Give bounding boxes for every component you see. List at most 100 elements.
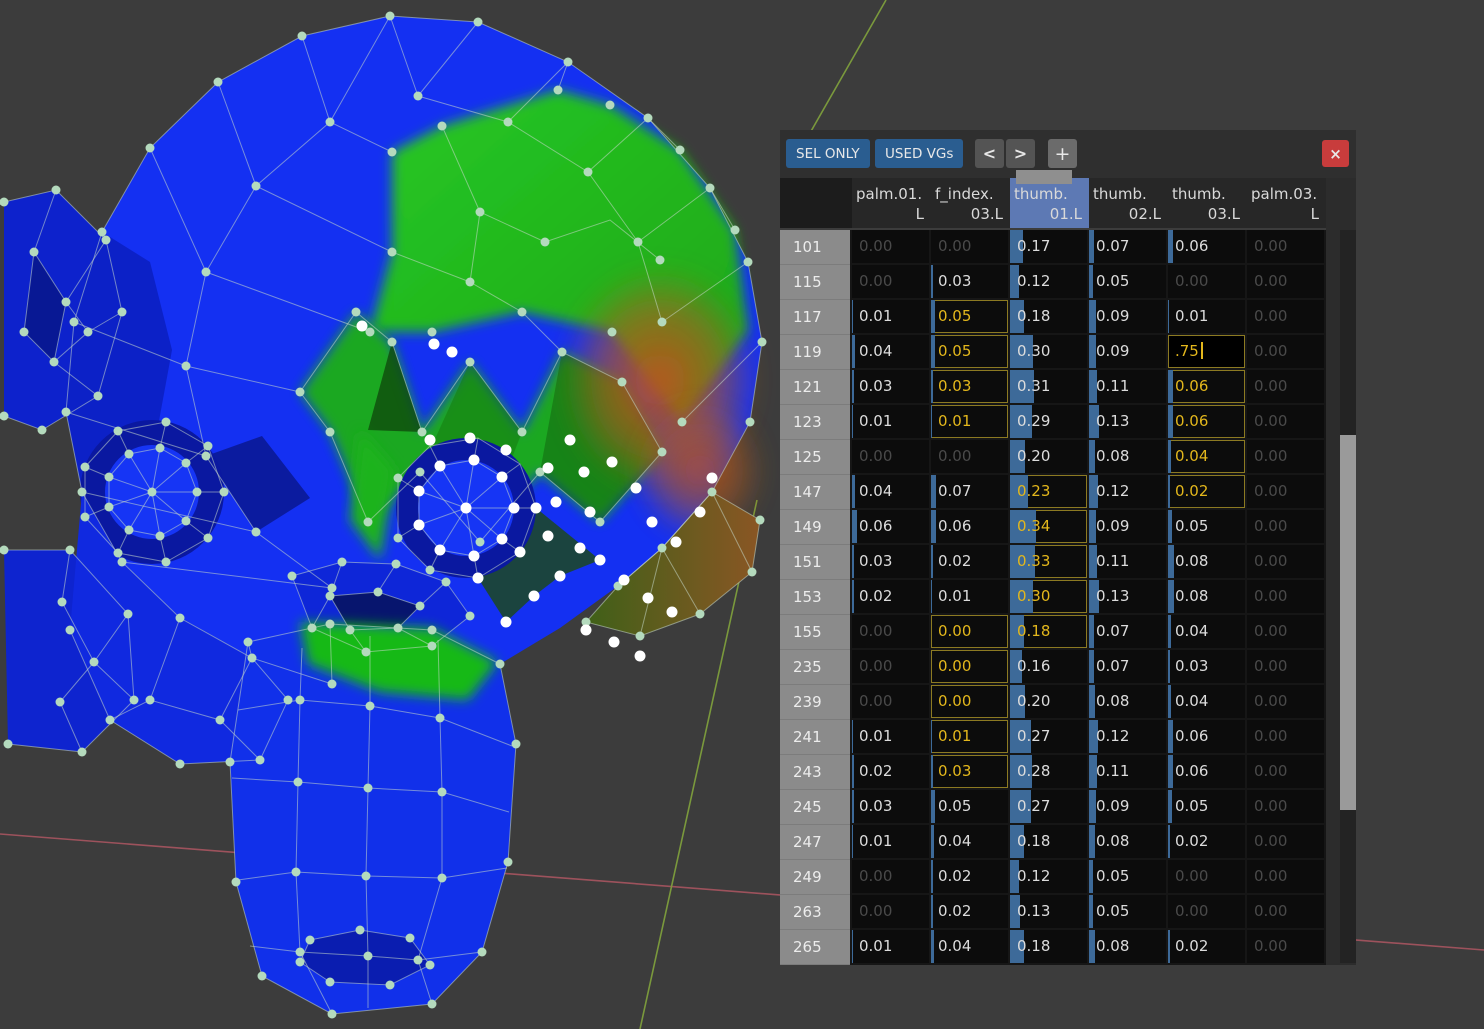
weight-cell[interactable]: 0.05: [1089, 265, 1166, 298]
weight-cell[interactable]: 0.00: [1168, 860, 1245, 893]
next-group-button[interactable]: >: [1006, 139, 1035, 168]
weight-cell[interactable]: 0.30: [1010, 335, 1087, 368]
weight-cell[interactable]: 0.06: [1168, 755, 1245, 788]
weight-cell[interactable]: 0.08: [1168, 580, 1245, 613]
weight-cell[interactable]: 0.05: [1168, 790, 1245, 823]
weight-cell[interactable]: 0.01: [852, 825, 929, 858]
weight-cell[interactable]: 0.00: [852, 685, 929, 718]
weight-cell[interactable]: 0.30: [1010, 580, 1087, 613]
weight-cell[interactable]: 0.13: [1089, 405, 1166, 438]
weight-cell[interactable]: 0.02: [931, 860, 1008, 893]
weight-cell[interactable]: 0.16: [1010, 650, 1087, 683]
weight-cell[interactable]: 0.03: [931, 755, 1008, 788]
weight-cell[interactable]: 0.09: [1089, 300, 1166, 333]
weight-cell[interactable]: 0.00: [1247, 405, 1324, 438]
weight-cell[interactable]: 0.00: [1247, 580, 1324, 613]
weight-cell[interactable]: 0.33: [1010, 545, 1087, 578]
weight-cell[interactable]: 0.02: [1168, 475, 1245, 508]
weight-cell[interactable]: 0.02: [1168, 930, 1245, 963]
weight-cell[interactable]: 0.00: [1247, 685, 1324, 718]
weight-cell[interactable]: 0.07: [1089, 230, 1166, 263]
column-scroll-tab[interactable]: [1016, 170, 1072, 184]
weight-cell[interactable]: 0.00: [1168, 265, 1245, 298]
column-header-thumb-03-L[interactable]: thumb. 03.L: [1172, 185, 1240, 223]
weight-cell[interactable]: 0.03: [852, 370, 929, 403]
weight-cell[interactable]: 0.18: [1010, 930, 1087, 963]
weight-cell[interactable]: 0.05: [931, 300, 1008, 333]
weight-cell-editing[interactable]: .75: [1168, 335, 1245, 368]
sel-only-button[interactable]: SEL ONLY: [786, 139, 870, 168]
weight-cell[interactable]: 0.02: [852, 755, 929, 788]
weight-cell[interactable]: 0.04: [931, 825, 1008, 858]
weight-cell[interactable]: 0.00: [1247, 755, 1324, 788]
weight-cell[interactable]: 0.28: [1010, 755, 1087, 788]
weight-cell[interactable]: 0.12: [1089, 475, 1166, 508]
weight-cell[interactable]: 0.20: [1010, 440, 1087, 473]
weight-cell[interactable]: 0.09: [1089, 335, 1166, 368]
weight-cell[interactable]: 0.18: [1010, 825, 1087, 858]
add-group-button[interactable]: +: [1048, 139, 1077, 168]
column-header-thumb-02-L[interactable]: thumb. 02.L: [1093, 185, 1161, 223]
weight-cell[interactable]: 0.00: [1247, 370, 1324, 403]
weight-cell[interactable]: 0.29: [1010, 405, 1087, 438]
weight-cell[interactable]: 0.04: [931, 930, 1008, 963]
weight-cell[interactable]: 0.03: [852, 545, 929, 578]
weight-cell[interactable]: 0.05: [1168, 510, 1245, 543]
weight-cell[interactable]: 0.06: [1168, 405, 1245, 438]
weight-cell[interactable]: 0.08: [1168, 545, 1245, 578]
weight-cell[interactable]: 0.08: [1089, 440, 1166, 473]
weight-cell[interactable]: 0.07: [1089, 650, 1166, 683]
weight-cell[interactable]: 0.02: [1168, 825, 1245, 858]
weight-cell[interactable]: 0.06: [1168, 370, 1245, 403]
weight-cell[interactable]: 0.03: [852, 790, 929, 823]
weight-cell[interactable]: 0.00: [1247, 615, 1324, 648]
weight-cell[interactable]: 0.18: [1010, 300, 1087, 333]
weight-cell[interactable]: 0.02: [852, 580, 929, 613]
weight-cell[interactable]: 0.00: [931, 615, 1008, 648]
weight-cell[interactable]: 0.00: [1247, 825, 1324, 858]
weight-cell[interactable]: 0.02: [931, 545, 1008, 578]
weight-cell[interactable]: 0.01: [852, 930, 929, 963]
weight-cell[interactable]: 0.04: [852, 475, 929, 508]
weight-cell[interactable]: 0.00: [1247, 790, 1324, 823]
weight-cell[interactable]: 0.04: [852, 335, 929, 368]
column-header-palm-03-L[interactable]: palm.03. L: [1251, 185, 1319, 223]
weight-cell[interactable]: 0.11: [1089, 545, 1166, 578]
weight-cell[interactable]: 0.00: [852, 860, 929, 893]
column-header-thumb-01-L[interactable]: thumb. 01.L: [1010, 178, 1089, 228]
weight-cell[interactable]: 0.00: [852, 230, 929, 263]
weight-cell[interactable]: 0.07: [931, 475, 1008, 508]
column-header-palm-01-L[interactable]: palm.01. L: [856, 185, 924, 223]
weight-cell[interactable]: 0.00: [1247, 650, 1324, 683]
weight-cell[interactable]: 0.00: [1168, 895, 1245, 928]
weight-cell[interactable]: 0.00: [1247, 895, 1324, 928]
weight-cell[interactable]: 0.04: [1168, 440, 1245, 473]
weight-cell[interactable]: 0.00: [1247, 230, 1324, 263]
weight-cell[interactable]: 0.12: [1010, 265, 1087, 298]
weight-cell[interactable]: 0.06: [1168, 720, 1245, 753]
weight-cell[interactable]: 0.07: [1089, 615, 1166, 648]
weight-cell[interactable]: 0.20: [1010, 685, 1087, 718]
weight-cell[interactable]: 0.13: [1010, 895, 1087, 928]
close-button[interactable]: ×: [1322, 140, 1349, 167]
weight-cell[interactable]: 0.00: [1247, 510, 1324, 543]
weight-cell[interactable]: 0.00: [931, 685, 1008, 718]
weight-cell[interactable]: 0.09: [1089, 790, 1166, 823]
weight-cell[interactable]: 0.03: [931, 370, 1008, 403]
scrollbar-thumb[interactable]: [1340, 435, 1356, 810]
weight-cell[interactable]: 0.04: [1168, 685, 1245, 718]
weight-cell[interactable]: 0.08: [1089, 825, 1166, 858]
weight-cell[interactable]: 0.06: [1168, 230, 1245, 263]
weight-cell[interactable]: 0.01: [852, 300, 929, 333]
weight-cell[interactable]: 0.05: [1089, 895, 1166, 928]
weight-cell[interactable]: 0.08: [1089, 930, 1166, 963]
weight-cell[interactable]: 0.01: [852, 720, 929, 753]
weight-cell[interactable]: 0.00: [1247, 300, 1324, 333]
weight-cell[interactable]: 0.08: [1089, 685, 1166, 718]
weight-cell[interactable]: 0.00: [852, 895, 929, 928]
weight-cell[interactable]: 0.05: [931, 790, 1008, 823]
weight-cell[interactable]: 0.23: [1010, 475, 1087, 508]
weight-cell[interactable]: 0.11: [1089, 370, 1166, 403]
prev-group-button[interactable]: <: [975, 139, 1004, 168]
weight-cell[interactable]: 0.13: [1089, 580, 1166, 613]
